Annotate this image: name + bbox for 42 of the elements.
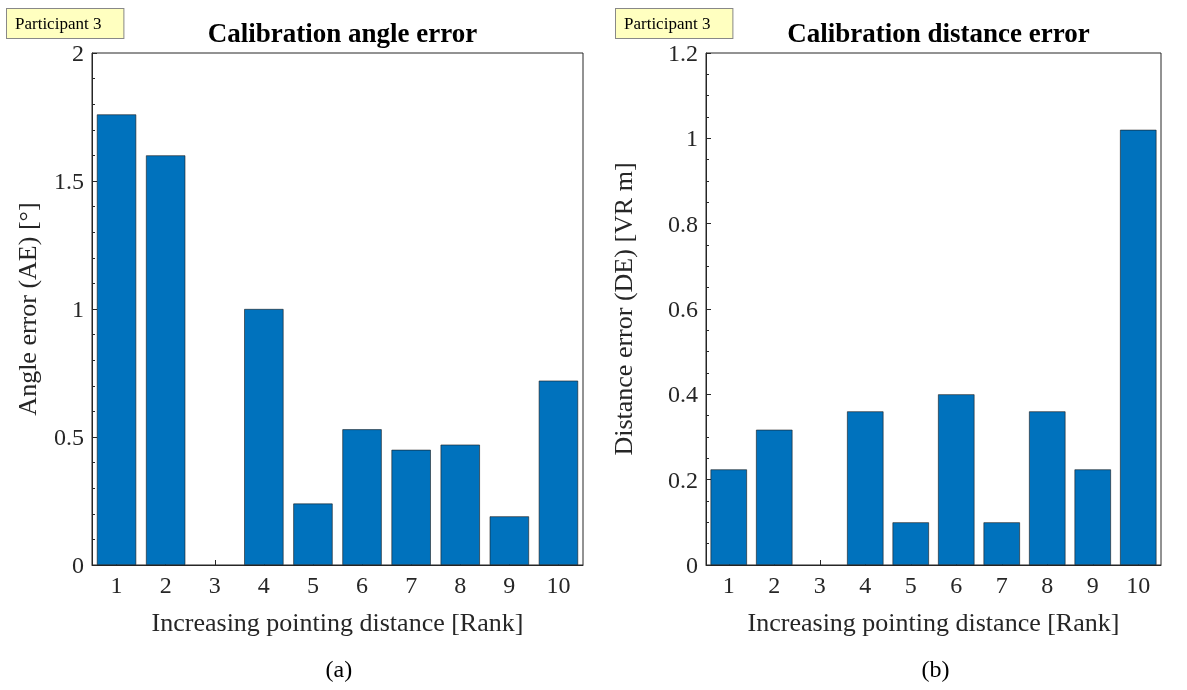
text: (a) bbox=[325, 656, 353, 682]
text: (b) bbox=[921, 656, 950, 682]
y-tick-label: 1 bbox=[686, 125, 698, 152]
x-tick-label: 7 bbox=[405, 572, 418, 598]
x-tick-label: 7 bbox=[995, 572, 1008, 598]
chart-title: Calibration distance error bbox=[787, 17, 1090, 48]
x-tick-label: 6 bbox=[950, 572, 963, 598]
x-tick-label: 10 bbox=[1126, 572, 1151, 598]
x-tick-label: 6 bbox=[356, 572, 369, 598]
x-tick-label: 2 bbox=[159, 572, 172, 598]
x-axis-title: Increasing pointing distance [Rank] bbox=[151, 607, 524, 637]
text: Participant 3 bbox=[15, 14, 102, 33]
x-tick-label: 10 bbox=[546, 572, 571, 598]
x-tick-label: 5 bbox=[306, 572, 319, 598]
x-tick-label: 1 bbox=[722, 572, 735, 598]
x-tick-label: 9 bbox=[1086, 572, 1099, 598]
y-axis-title: Distance error (DE) [VR m] bbox=[608, 162, 638, 456]
y-tick-label: 0 bbox=[686, 552, 698, 578]
y-tick-label: 0.5 bbox=[54, 424, 84, 450]
text: Participant 3 bbox=[624, 14, 711, 33]
x-tick-label: 9 bbox=[503, 572, 516, 598]
y-tick-label: 0.6 bbox=[668, 296, 698, 322]
y-tick-label: 2 bbox=[72, 40, 84, 66]
x-tick-label: 1 bbox=[110, 572, 123, 598]
x-axis-title: Increasing pointing distance [Rank] bbox=[747, 607, 1120, 637]
x-tick-label: 5 bbox=[904, 572, 917, 598]
x-tick-label: 3 bbox=[813, 572, 826, 598]
y-tick-label: 0.8 bbox=[668, 210, 698, 237]
x-tick-label: 4 bbox=[859, 572, 872, 598]
x-tick-label: 8 bbox=[454, 572, 467, 598]
x-tick-label: 4 bbox=[257, 572, 270, 598]
y-tick-label: 1 bbox=[72, 296, 84, 322]
y-tick-label: 1.5 bbox=[54, 168, 84, 194]
y-tick-label: 1.2 bbox=[668, 40, 698, 66]
y-tick-label: 0.2 bbox=[668, 466, 698, 493]
y-tick-label: 0 bbox=[72, 552, 84, 578]
y-axis-title: Angle error (AE) [°] bbox=[12, 202, 42, 416]
x-tick-label: 3 bbox=[208, 572, 221, 598]
chart-title: Calibration angle error bbox=[207, 17, 478, 48]
y-tick-label: 0.4 bbox=[668, 381, 698, 408]
x-tick-label: 8 bbox=[1041, 572, 1054, 598]
x-tick-label: 2 bbox=[768, 572, 781, 598]
